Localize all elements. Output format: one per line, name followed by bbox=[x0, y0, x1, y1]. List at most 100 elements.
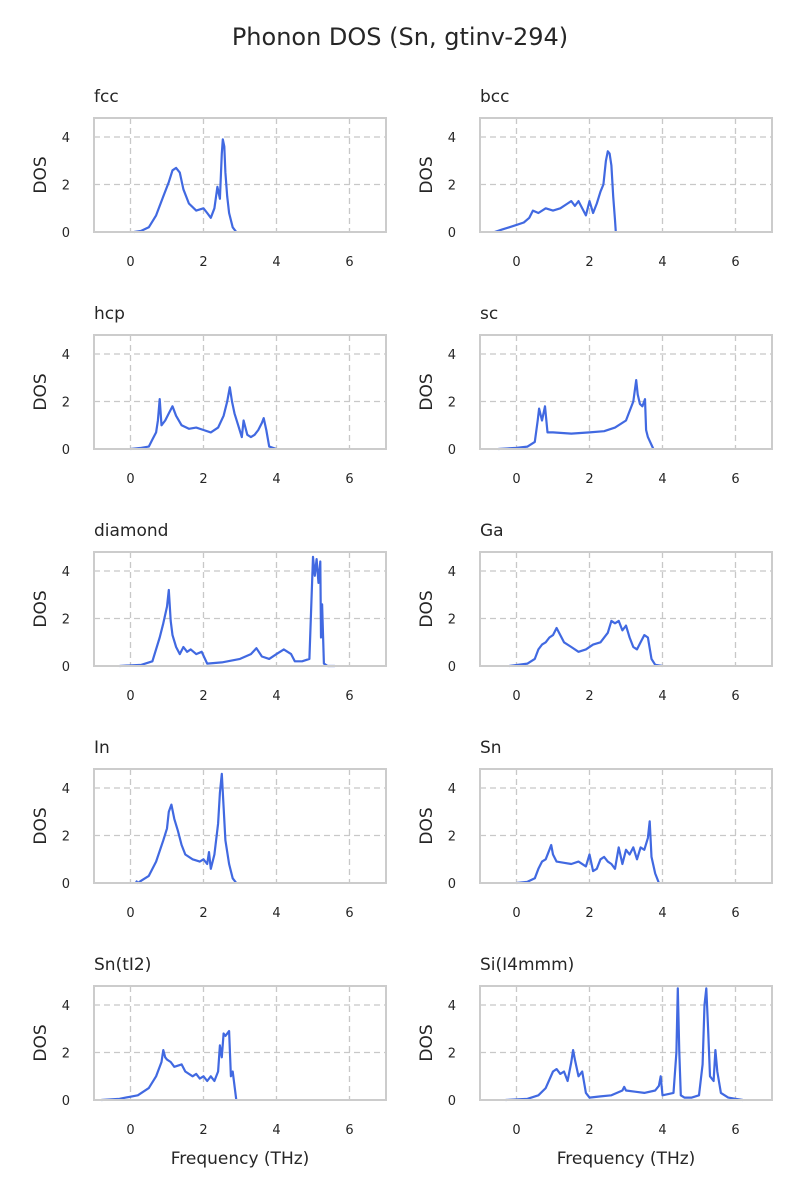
panel-diamond: diamond 0 2 4 6 0 2 4 DOS bbox=[31, 521, 387, 704]
dos-line bbox=[130, 386, 277, 451]
x-tick-label: 2 bbox=[585, 906, 593, 921]
y-tick-label: 4 bbox=[62, 999, 70, 1014]
x-tick-label: 6 bbox=[731, 689, 739, 704]
x-tick-label: 0 bbox=[512, 472, 520, 487]
y-axis-label: DOS bbox=[417, 590, 437, 627]
y-axis-label: DOS bbox=[31, 373, 51, 410]
x-tick-label: 2 bbox=[585, 689, 593, 704]
y-tick-label: 2 bbox=[448, 613, 456, 628]
y-tick-label: 0 bbox=[448, 877, 456, 892]
x-tick-label: 0 bbox=[126, 1123, 134, 1138]
plot-frame bbox=[479, 985, 773, 1101]
x-tick-label: 4 bbox=[658, 906, 666, 921]
dos-line bbox=[134, 138, 238, 234]
plot-frame bbox=[93, 768, 387, 884]
y-tick-label: 2 bbox=[62, 613, 70, 628]
dos-line bbox=[498, 379, 655, 451]
y-tick-label: 2 bbox=[448, 1047, 456, 1062]
x-tick-label: 2 bbox=[585, 472, 593, 487]
panel-title: fcc bbox=[94, 87, 119, 107]
x-tick-label: 4 bbox=[658, 255, 666, 270]
y-tick-label: 2 bbox=[448, 396, 456, 411]
dos-line bbox=[509, 619, 663, 668]
dos-line bbox=[494, 150, 617, 234]
plot-frame bbox=[479, 117, 773, 233]
x-tick-label: 0 bbox=[512, 1123, 520, 1138]
y-tick-label: 2 bbox=[448, 179, 456, 194]
y-tick-label: 4 bbox=[62, 348, 70, 363]
y-tick-label: 0 bbox=[62, 660, 70, 675]
y-axis-label: DOS bbox=[417, 1024, 437, 1061]
x-tick-label: 6 bbox=[731, 906, 739, 921]
x-tick-label: 4 bbox=[658, 472, 666, 487]
panel-title: hcp bbox=[94, 304, 125, 324]
plot-frame bbox=[479, 768, 773, 884]
y-tick-label: 0 bbox=[448, 1094, 456, 1109]
plot-frame bbox=[93, 334, 387, 450]
panel-title: Sn(tI2) bbox=[94, 955, 151, 975]
panel-title: In bbox=[94, 738, 110, 758]
y-tick-label: 4 bbox=[448, 999, 456, 1014]
y-tick-label: 0 bbox=[62, 877, 70, 892]
x-axis-label: Frequency (THz) bbox=[557, 1149, 696, 1169]
panel-title: Sn bbox=[480, 738, 502, 758]
y-tick-label: 2 bbox=[62, 396, 70, 411]
x-tick-label: 0 bbox=[512, 906, 520, 921]
panel-si-i4mmm: Si(I4mmm) 0 2 4 6 0 2 4 DOS Frequency (THz) bbox=[417, 955, 773, 1169]
x-tick-label: 2 bbox=[199, 255, 207, 270]
x-tick-label: 2 bbox=[199, 689, 207, 704]
x-tick-label: 0 bbox=[126, 689, 134, 704]
y-axis-label: DOS bbox=[417, 156, 437, 193]
x-tick-label: 4 bbox=[272, 689, 280, 704]
x-tick-label: 0 bbox=[126, 472, 134, 487]
x-tick-label: 2 bbox=[199, 472, 207, 487]
plot-frame bbox=[93, 551, 387, 667]
figure-title: Phonon DOS (Sn, gtinv-294) bbox=[232, 23, 568, 51]
x-tick-label: 4 bbox=[272, 472, 280, 487]
panel-title: sc bbox=[480, 304, 498, 324]
x-tick-label: 6 bbox=[731, 1123, 739, 1138]
dos-line bbox=[101, 1029, 238, 1102]
x-tick-label: 2 bbox=[585, 255, 593, 270]
plot-frame bbox=[479, 551, 773, 667]
dos-line bbox=[135, 772, 238, 885]
y-tick-label: 0 bbox=[62, 226, 70, 241]
x-tick-label: 6 bbox=[345, 1123, 353, 1138]
x-tick-label: 4 bbox=[658, 1123, 666, 1138]
x-tick-label: 2 bbox=[199, 1123, 207, 1138]
x-tick-label: 0 bbox=[126, 255, 134, 270]
y-tick-label: 4 bbox=[448, 565, 456, 580]
x-tick-label: 6 bbox=[731, 472, 739, 487]
x-tick-label: 4 bbox=[658, 689, 666, 704]
plot-frame bbox=[93, 117, 387, 233]
panel-bcc: bcc 0 2 4 6 0 2 4 DOS bbox=[417, 87, 773, 270]
y-axis-label: DOS bbox=[417, 373, 437, 410]
y-tick-label: 0 bbox=[448, 660, 456, 675]
x-tick-label: 0 bbox=[512, 255, 520, 270]
y-tick-label: 4 bbox=[62, 131, 70, 146]
panel-ga: Ga 0 2 4 6 0 2 4 DOS bbox=[417, 521, 773, 704]
y-axis-label: DOS bbox=[31, 807, 51, 844]
x-tick-label: 4 bbox=[272, 906, 280, 921]
y-tick-label: 4 bbox=[448, 782, 456, 797]
y-tick-label: 2 bbox=[62, 1047, 70, 1062]
panel-sn: Sn 0 2 4 6 0 2 4 DOS bbox=[417, 738, 773, 921]
y-tick-label: 4 bbox=[448, 131, 456, 146]
y-tick-label: 0 bbox=[448, 443, 456, 458]
panel-fcc: fcc 0 2 4 6 0 2 4 DOS bbox=[31, 87, 387, 270]
plot-frame bbox=[93, 985, 387, 1101]
x-tick-label: 6 bbox=[731, 255, 739, 270]
x-tick-label: 6 bbox=[345, 255, 353, 270]
y-tick-label: 2 bbox=[448, 830, 456, 845]
panel-sc: sc 0 2 4 6 0 2 4 DOS bbox=[417, 304, 773, 487]
y-tick-label: 4 bbox=[448, 348, 456, 363]
x-tick-label: 0 bbox=[126, 906, 134, 921]
panel-title: diamond bbox=[94, 521, 168, 541]
dos-line bbox=[119, 555, 335, 668]
x-tick-label: 6 bbox=[345, 472, 353, 487]
y-axis-label: DOS bbox=[31, 156, 51, 193]
panel-hcp: hcp 0 2 4 6 0 2 4 DOS bbox=[31, 304, 387, 487]
x-tick-label: 2 bbox=[199, 906, 207, 921]
